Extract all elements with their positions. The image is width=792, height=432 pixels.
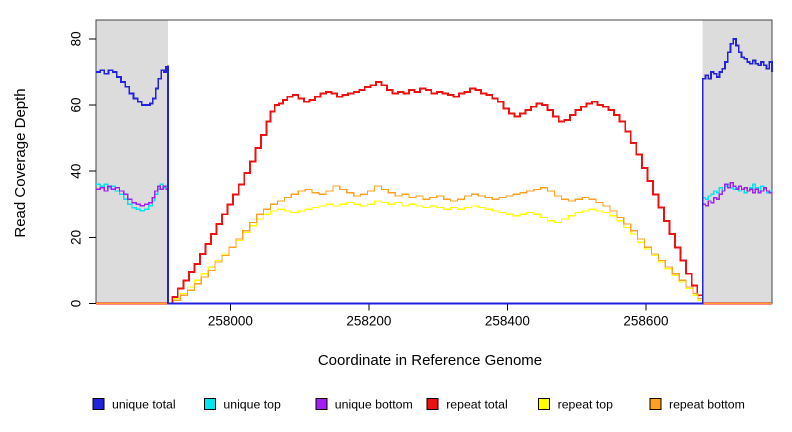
y-tick-label: 60 [69,98,84,113]
series-line-unique-top [96,183,773,305]
y-tick-label: 20 [69,230,84,245]
legend-item-label: unique bottom [335,398,413,412]
series-lines [96,38,773,305]
legend-swatch [92,398,105,410]
legend-swatch [538,398,551,410]
series-line-unique-total [96,38,773,305]
legend: unique total unique top unique bottom repea… [92,398,745,412]
legend-swatch [203,398,216,410]
legend-item-label: unique top [223,398,281,412]
legend-swatch [315,398,328,410]
y-axis-label: Read Coverage Depth [12,88,29,237]
x-tick-label: 258600 [623,314,668,329]
legend-item-label: repeat total [446,398,508,412]
y-tick-label: 40 [69,164,84,179]
shaded-region [702,20,772,304]
x-axis-label: Coordinate in Reference Genome [318,352,542,369]
series-line-repeat-top [96,200,772,305]
series-line-repeat-total [96,80,772,305]
axis-ticks [89,38,647,311]
series-line-repeat-bottom [96,185,772,305]
shaded-region [96,20,169,304]
y-tick-label: 80 [69,31,84,46]
shaded-regions [96,20,772,304]
legend-item-label: unique total [112,398,176,412]
legend-item-label: repeat bottom [669,398,745,412]
axis-tick-labels: 258000 258200 258400 258600 0 20 40 60 80 [69,31,669,328]
series-line-unique-bottom [96,182,773,305]
legend-swatch [426,398,439,410]
x-tick-label: 258000 [208,314,253,329]
plot-box [95,19,773,304]
x-tick-label: 258200 [346,314,391,329]
legend-item-label: repeat top [558,398,614,412]
legend-swatch [649,398,662,410]
y-tick-label: 0 [69,300,84,308]
x-tick-label: 258400 [485,314,530,329]
